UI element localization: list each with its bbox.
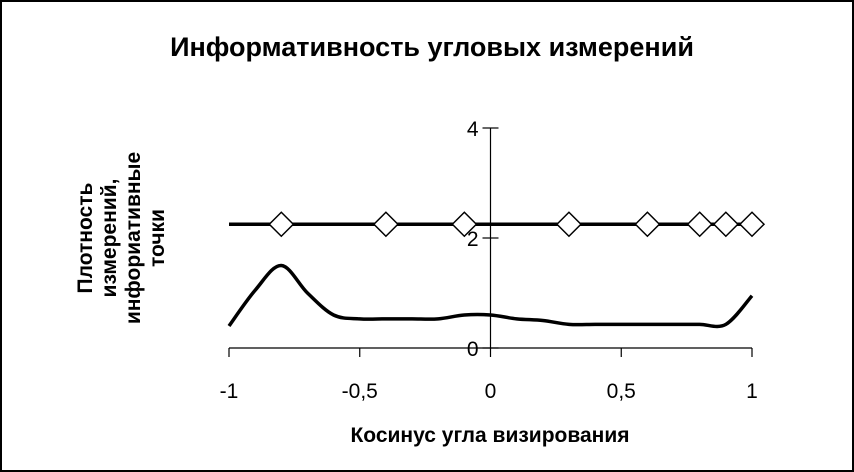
x-tick-label: -1 — [220, 380, 239, 403]
y-axis-title: Плотность измерений, инфориативные точки — [74, 152, 169, 324]
y-tick-label: 4 — [467, 118, 479, 141]
series-1-marker — [738, 211, 766, 238]
x-tick-label: -0,5 — [342, 380, 378, 403]
series-1-marker — [686, 211, 713, 238]
y-axis-title-line: точки — [146, 209, 169, 267]
y-tick-label: 0 — [467, 338, 479, 361]
x-tick-label: 0,5 — [607, 380, 636, 403]
plot-area — [227, 211, 766, 329]
chart-title: Информативность угловых измерений — [170, 32, 694, 62]
y-axis-title-line: Плотность — [74, 182, 97, 293]
series-1-marker — [372, 211, 399, 238]
x-axis-title: Косинус угла визирования — [350, 424, 629, 447]
axes: -1 -0,5 0 0,5 1 0 2 4 — [220, 118, 758, 403]
series-1-marker — [268, 211, 295, 238]
x-tick-label: 0 — [485, 380, 497, 403]
y-axis-title-line: измерений, — [98, 179, 121, 298]
y-tick-label: 2 — [467, 228, 479, 251]
series-1-marker — [712, 211, 739, 238]
series-1-marker — [634, 211, 661, 238]
series-1-marker — [451, 211, 478, 238]
series-1-marker — [555, 211, 583, 238]
y-axis-title-line: инфориативные — [122, 152, 145, 324]
series-2-line — [227, 263, 754, 329]
x-tick-label: 1 — [746, 380, 758, 403]
